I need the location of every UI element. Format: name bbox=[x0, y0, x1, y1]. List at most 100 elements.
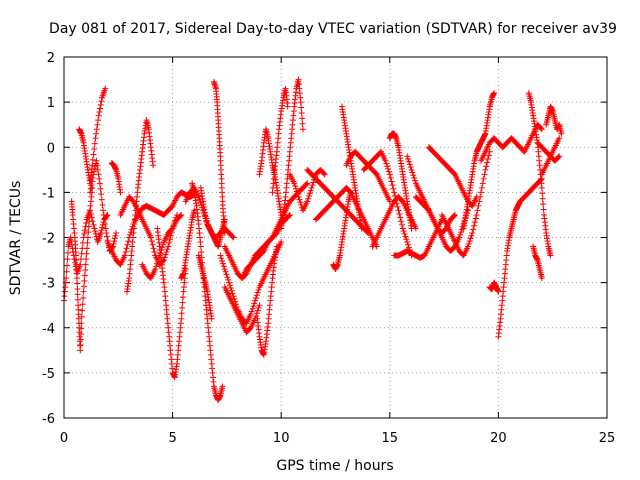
data-point bbox=[89, 174, 96, 181]
data-point bbox=[220, 263, 227, 270]
data-point bbox=[255, 286, 262, 293]
data-point bbox=[537, 125, 544, 132]
data-point bbox=[247, 311, 254, 318]
data-point bbox=[293, 188, 300, 195]
data-point bbox=[78, 325, 85, 332]
data-point bbox=[383, 160, 390, 167]
data-point bbox=[406, 161, 413, 168]
y-tick-label: -5 bbox=[42, 367, 55, 382]
data-point bbox=[456, 234, 463, 241]
data-point bbox=[102, 220, 109, 227]
data-point bbox=[250, 303, 257, 310]
data-point bbox=[84, 239, 91, 246]
series-s10 bbox=[154, 225, 189, 381]
data-point bbox=[81, 227, 88, 234]
data-point bbox=[102, 85, 109, 92]
series-s32 bbox=[369, 193, 419, 250]
data-point bbox=[77, 331, 84, 338]
series-s30 bbox=[343, 148, 393, 205]
series-s09 bbox=[139, 211, 185, 282]
data-point bbox=[391, 189, 398, 196]
data-point bbox=[85, 223, 92, 230]
series-s08 bbox=[108, 160, 124, 196]
data-point bbox=[84, 234, 91, 241]
data-point bbox=[401, 230, 408, 237]
data-point bbox=[94, 166, 101, 173]
data-point bbox=[104, 233, 111, 240]
data-point bbox=[476, 198, 483, 205]
data-point bbox=[198, 248, 205, 255]
data-point bbox=[79, 301, 86, 308]
data-point bbox=[284, 103, 291, 110]
data-point bbox=[228, 287, 235, 294]
data-point bbox=[278, 239, 285, 246]
data-point bbox=[395, 207, 402, 214]
series-s20 bbox=[239, 180, 311, 282]
data-point bbox=[103, 212, 110, 219]
data-point bbox=[93, 130, 100, 137]
data-point bbox=[162, 251, 169, 258]
data-point bbox=[547, 252, 554, 259]
chart-title: Day 081 of 2017, Sidereal Day-to-day VTE… bbox=[49, 21, 617, 37]
data-point bbox=[297, 99, 304, 106]
data-point bbox=[540, 206, 547, 213]
x-tick-label: 20 bbox=[490, 431, 507, 446]
data-point bbox=[178, 211, 185, 218]
data-point bbox=[540, 201, 547, 208]
series-s17 bbox=[217, 239, 285, 327]
data-point bbox=[451, 212, 458, 219]
data-point bbox=[411, 177, 418, 184]
data-point bbox=[398, 218, 405, 225]
data-point bbox=[83, 220, 90, 227]
data-point bbox=[309, 182, 316, 189]
data-point bbox=[152, 266, 159, 273]
data-point bbox=[469, 229, 476, 236]
data-point bbox=[77, 347, 84, 354]
data-point bbox=[197, 243, 204, 250]
data-point bbox=[252, 297, 259, 304]
data-point bbox=[295, 193, 302, 200]
data-point bbox=[405, 155, 412, 162]
y-tick-label: -4 bbox=[42, 322, 55, 337]
data-point bbox=[390, 185, 397, 192]
data-point bbox=[77, 336, 84, 343]
data-point bbox=[74, 280, 81, 287]
data-point bbox=[91, 165, 98, 172]
data-point bbox=[88, 182, 95, 189]
data-point bbox=[253, 292, 260, 299]
data-point bbox=[308, 184, 315, 191]
data-point bbox=[163, 248, 170, 255]
data-point bbox=[74, 275, 81, 282]
data-point bbox=[477, 193, 484, 200]
data-point bbox=[80, 294, 87, 301]
plot-frame bbox=[63, 56, 608, 419]
data-point bbox=[473, 211, 480, 218]
data-point bbox=[386, 171, 393, 178]
data-point bbox=[151, 248, 158, 255]
data-point bbox=[291, 180, 298, 187]
data-point bbox=[299, 126, 306, 133]
data-point bbox=[74, 296, 81, 303]
data-point bbox=[177, 212, 184, 219]
data-point bbox=[125, 238, 132, 245]
data-point bbox=[478, 184, 485, 191]
series-s39 bbox=[460, 90, 498, 232]
data-point bbox=[92, 230, 99, 237]
data-point bbox=[253, 294, 260, 301]
series-s18 bbox=[221, 284, 263, 336]
series-s45 bbox=[534, 139, 563, 164]
data-point bbox=[484, 155, 491, 162]
data-point bbox=[96, 180, 103, 187]
data-point bbox=[478, 189, 485, 196]
data-point bbox=[180, 294, 187, 301]
series-s22 bbox=[256, 126, 285, 218]
data-point bbox=[91, 146, 98, 153]
x-tick-label: 10 bbox=[273, 431, 290, 446]
data-point bbox=[470, 226, 477, 233]
data-point bbox=[219, 383, 226, 390]
data-point bbox=[97, 229, 104, 236]
data-point bbox=[64, 249, 71, 256]
data-point bbox=[148, 238, 155, 245]
data-point bbox=[398, 221, 405, 228]
